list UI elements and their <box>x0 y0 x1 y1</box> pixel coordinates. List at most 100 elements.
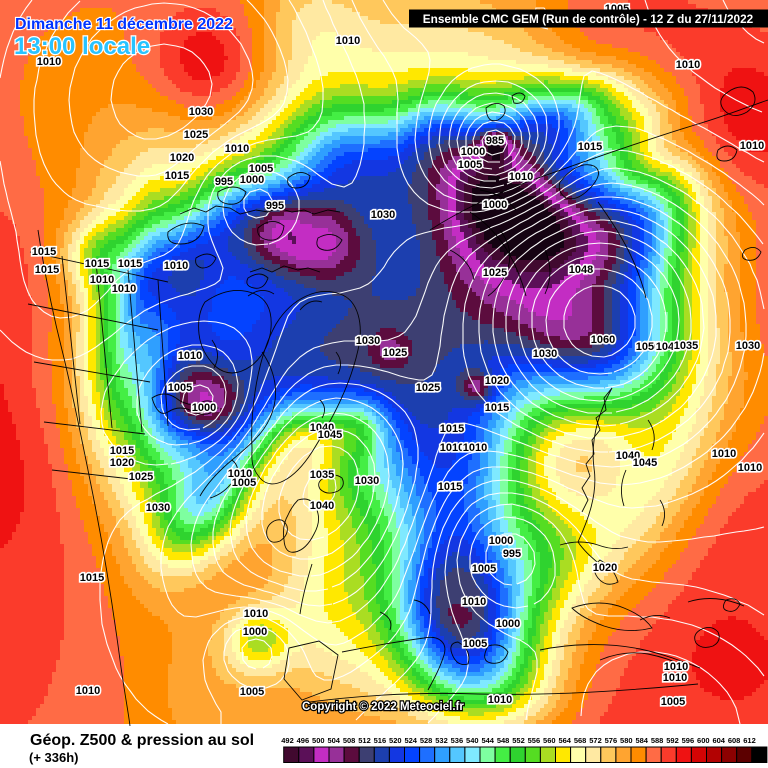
svg-text:1015: 1015 <box>485 402 509 414</box>
svg-text:1010: 1010 <box>112 283 136 295</box>
svg-text:520: 520 <box>389 736 402 745</box>
svg-text:1000: 1000 <box>192 402 216 414</box>
svg-text:1010: 1010 <box>664 661 688 673</box>
svg-text:1040: 1040 <box>616 450 640 462</box>
svg-text:496: 496 <box>297 736 310 745</box>
svg-text:1010: 1010 <box>488 694 512 706</box>
svg-text:1010: 1010 <box>509 171 533 183</box>
svg-text:1025: 1025 <box>483 267 507 279</box>
svg-text:1000: 1000 <box>240 174 264 186</box>
svg-text:Copyright © 2022 Meteociel.fr: Copyright © 2022 Meteociel.fr <box>302 701 464 713</box>
svg-text:1030: 1030 <box>736 340 760 352</box>
svg-text:532: 532 <box>435 736 448 745</box>
svg-text:1000: 1000 <box>496 618 520 630</box>
svg-text:1020: 1020 <box>170 152 194 164</box>
svg-text:596: 596 <box>682 736 695 745</box>
svg-text:1010: 1010 <box>164 260 188 272</box>
svg-text:1005: 1005 <box>661 696 685 708</box>
svg-text:1000: 1000 <box>483 199 507 211</box>
svg-text:1030: 1030 <box>355 475 379 487</box>
svg-text:612: 612 <box>743 736 756 745</box>
svg-text:556: 556 <box>528 736 541 745</box>
svg-text:536: 536 <box>451 736 464 745</box>
svg-text:1015: 1015 <box>35 264 59 276</box>
svg-text:584: 584 <box>635 736 648 745</box>
svg-text:995: 995 <box>215 176 233 188</box>
svg-text:504: 504 <box>327 736 340 745</box>
svg-text:1015: 1015 <box>118 258 142 270</box>
svg-text:1010: 1010 <box>90 274 114 286</box>
svg-text:1010: 1010 <box>712 448 736 460</box>
svg-text:1010: 1010 <box>440 442 464 454</box>
svg-text:1015: 1015 <box>110 445 134 457</box>
svg-text:608: 608 <box>728 736 741 745</box>
svg-text:1025: 1025 <box>416 382 440 394</box>
svg-text:995: 995 <box>503 548 521 560</box>
svg-text:560: 560 <box>543 736 556 745</box>
svg-text:588: 588 <box>651 736 664 745</box>
svg-text:516: 516 <box>374 736 387 745</box>
svg-text:1020: 1020 <box>110 457 134 469</box>
svg-text:572: 572 <box>589 736 602 745</box>
svg-text:1010: 1010 <box>463 442 487 454</box>
svg-text:1048: 1048 <box>569 264 593 276</box>
svg-text:1010: 1010 <box>76 685 100 697</box>
svg-text:500: 500 <box>312 736 325 745</box>
svg-text:1025: 1025 <box>129 471 153 483</box>
svg-text:512: 512 <box>358 736 371 745</box>
svg-text:995: 995 <box>266 200 284 212</box>
svg-text:604: 604 <box>712 736 725 745</box>
svg-text:600: 600 <box>697 736 710 745</box>
svg-text:1005: 1005 <box>249 163 273 175</box>
svg-text:580: 580 <box>620 736 633 745</box>
svg-text:524: 524 <box>404 736 417 745</box>
svg-text:1045: 1045 <box>318 429 342 441</box>
svg-text:1005: 1005 <box>232 477 256 489</box>
svg-text:1030: 1030 <box>533 348 557 360</box>
svg-text:1020: 1020 <box>593 562 617 574</box>
svg-text:1005: 1005 <box>458 159 482 171</box>
svg-text:1030: 1030 <box>371 209 395 221</box>
svg-text:544: 544 <box>481 736 494 745</box>
svg-text:1010: 1010 <box>336 35 360 47</box>
svg-text:1010: 1010 <box>663 672 687 684</box>
svg-text:492: 492 <box>281 736 294 745</box>
svg-text:1025: 1025 <box>383 347 407 359</box>
svg-text:1000: 1000 <box>489 535 513 547</box>
svg-text:Ensemble CMC GEM (Run de cont: Ensemble CMC GEM (Run de contrôle) - 12 … <box>423 12 754 26</box>
svg-text:548: 548 <box>497 736 510 745</box>
svg-text:1010: 1010 <box>676 59 700 71</box>
svg-text:1015: 1015 <box>440 423 464 435</box>
svg-text:1015: 1015 <box>80 572 104 584</box>
svg-text:1030: 1030 <box>189 106 213 118</box>
svg-text:1015: 1015 <box>578 141 602 153</box>
svg-text:Géop. Z500 & pression au sol: Géop. Z500 & pression au sol <box>30 732 254 749</box>
svg-text:1010: 1010 <box>462 596 486 608</box>
svg-text:1000: 1000 <box>461 146 485 158</box>
svg-text:1020: 1020 <box>485 375 509 387</box>
svg-text:1005: 1005 <box>240 686 264 698</box>
svg-text:1010: 1010 <box>225 143 249 155</box>
svg-text:1015: 1015 <box>85 258 109 270</box>
svg-text:1060: 1060 <box>591 334 615 346</box>
svg-text:1035: 1035 <box>674 340 698 352</box>
svg-text:Dimanche 11 décembre 2022: Dimanche 11 décembre 2022 <box>15 16 233 33</box>
svg-text:592: 592 <box>666 736 679 745</box>
svg-text:508: 508 <box>343 736 356 745</box>
svg-text:540: 540 <box>466 736 479 745</box>
svg-text:1010: 1010 <box>178 350 202 362</box>
svg-text:1045: 1045 <box>633 457 657 469</box>
svg-text:1015: 1015 <box>165 170 189 182</box>
svg-text:1005: 1005 <box>463 638 487 650</box>
svg-text:1005: 1005 <box>168 382 192 394</box>
svg-text:528: 528 <box>420 736 433 745</box>
svg-text:13:00 locale: 13:00 locale <box>14 33 150 60</box>
svg-text:568: 568 <box>574 736 587 745</box>
svg-text:1010: 1010 <box>738 462 762 474</box>
svg-text:1010: 1010 <box>228 468 252 480</box>
svg-text:552: 552 <box>512 736 525 745</box>
svg-text:1050: 1050 <box>636 341 660 353</box>
svg-text:1030: 1030 <box>146 502 170 514</box>
svg-text:1015: 1015 <box>438 481 462 493</box>
svg-text:1035: 1035 <box>310 469 334 481</box>
